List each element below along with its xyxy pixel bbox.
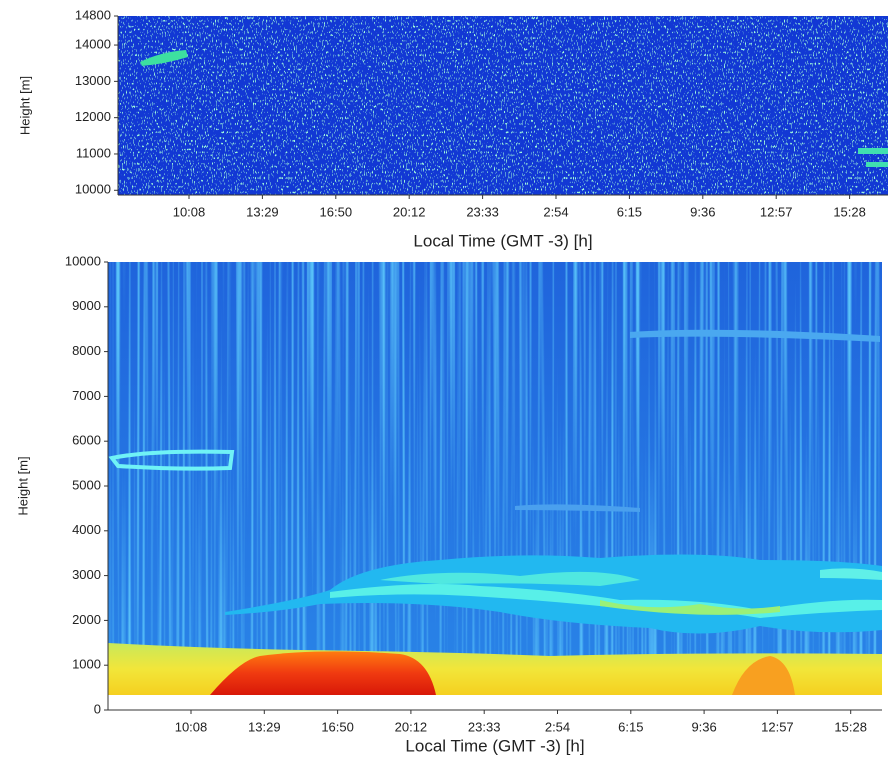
y-tick-label: 8000 (72, 343, 101, 358)
y-tick-label: 14000 (75, 36, 111, 51)
x-tick-label: 16:50 (320, 204, 353, 219)
y-tick-label: 13000 (75, 73, 111, 88)
y-tick-label: 7000 (72, 388, 101, 403)
x-axis-title: Local Time (GMT -3) [h] (405, 736, 584, 755)
x-tick-label: 15:28 (834, 719, 867, 734)
x-tick-label: 2:54 (545, 719, 570, 734)
x-tick-label: 6:15 (618, 719, 643, 734)
y-tick-label: 10000 (65, 253, 101, 268)
y-tick-label: 10000 (75, 182, 111, 197)
x-tick-label: 6:15 (617, 204, 642, 219)
x-tick-label: 23:33 (466, 204, 499, 219)
y-axis-title: Height [m] (17, 76, 32, 135)
y-tick-label: 11000 (76, 145, 111, 160)
x-axis-title: Local Time (GMT -3) [h] (413, 231, 592, 250)
x-tick-label: 2:54 (543, 204, 568, 219)
x-tick-label: 20:12 (395, 719, 428, 734)
x-tick-label: 10:08 (173, 204, 206, 219)
x-tick-label: 9:36 (690, 204, 715, 219)
bottom-heatmap (108, 262, 882, 710)
y-tick-label: 12000 (75, 109, 111, 124)
x-tick-label: 10:08 (175, 719, 208, 734)
x-tick-label: 13:29 (248, 719, 281, 734)
x-tick-label: 20:12 (393, 204, 426, 219)
x-tick-label: 23:33 (468, 719, 501, 734)
y-tick-label: 1000 (72, 657, 101, 672)
y-tick-label: 6000 (72, 433, 101, 448)
y-tick-label: 2000 (72, 612, 101, 627)
y-tick-label: 14800 (75, 7, 111, 22)
x-tick-label: 16:50 (321, 719, 354, 734)
x-tick-label: 12:57 (761, 719, 794, 734)
y-tick-label: 3000 (72, 567, 101, 582)
y-tick-label: 5000 (72, 477, 101, 492)
x-tick-label: 13:29 (246, 204, 279, 219)
y-axis-title: Height [m] (15, 456, 30, 515)
y-tick-label: 0 (94, 701, 101, 716)
top-heatmap (118, 16, 888, 195)
y-tick-label: 9000 (72, 298, 101, 313)
y-tick-label: 4000 (72, 522, 101, 537)
x-tick-label: 15:28 (833, 204, 866, 219)
x-tick-label: 9:36 (691, 719, 716, 734)
x-tick-label: 12:57 (760, 204, 793, 219)
